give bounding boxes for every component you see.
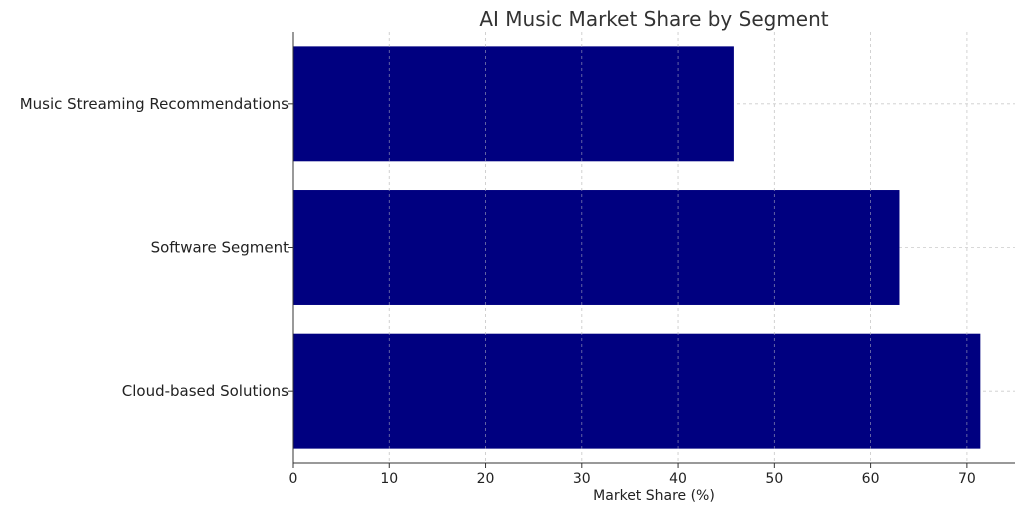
category-label: Music Streaming Recommendations	[20, 95, 289, 113]
x-tick-label: 30	[573, 471, 591, 487]
x-tick-label: 20	[477, 471, 495, 487]
chart-title: AI Music Market Share by Segment	[479, 7, 828, 31]
bars	[292, 32, 981, 463]
x-tick-label: 60	[862, 471, 880, 487]
category-label: Cloud-based Solutions	[122, 382, 289, 400]
x-tick-label: 50	[765, 471, 783, 487]
x-tick-label: 70	[958, 471, 976, 487]
x-axis-ticks: 0 10 20 30 40 50 60 70	[289, 463, 976, 487]
bar	[293, 190, 900, 305]
bar	[293, 333, 981, 449]
y-axis-categories: Cloud-based Solutions Software Segment Mus…	[20, 95, 293, 400]
x-axis-label: Market Share (%)	[593, 488, 715, 504]
category-label: Software Segment	[151, 239, 290, 257]
x-tick-label: 40	[669, 471, 687, 487]
x-tick-label: 10	[380, 471, 398, 487]
x-tick-label: 0	[289, 471, 298, 487]
bar	[293, 46, 734, 162]
